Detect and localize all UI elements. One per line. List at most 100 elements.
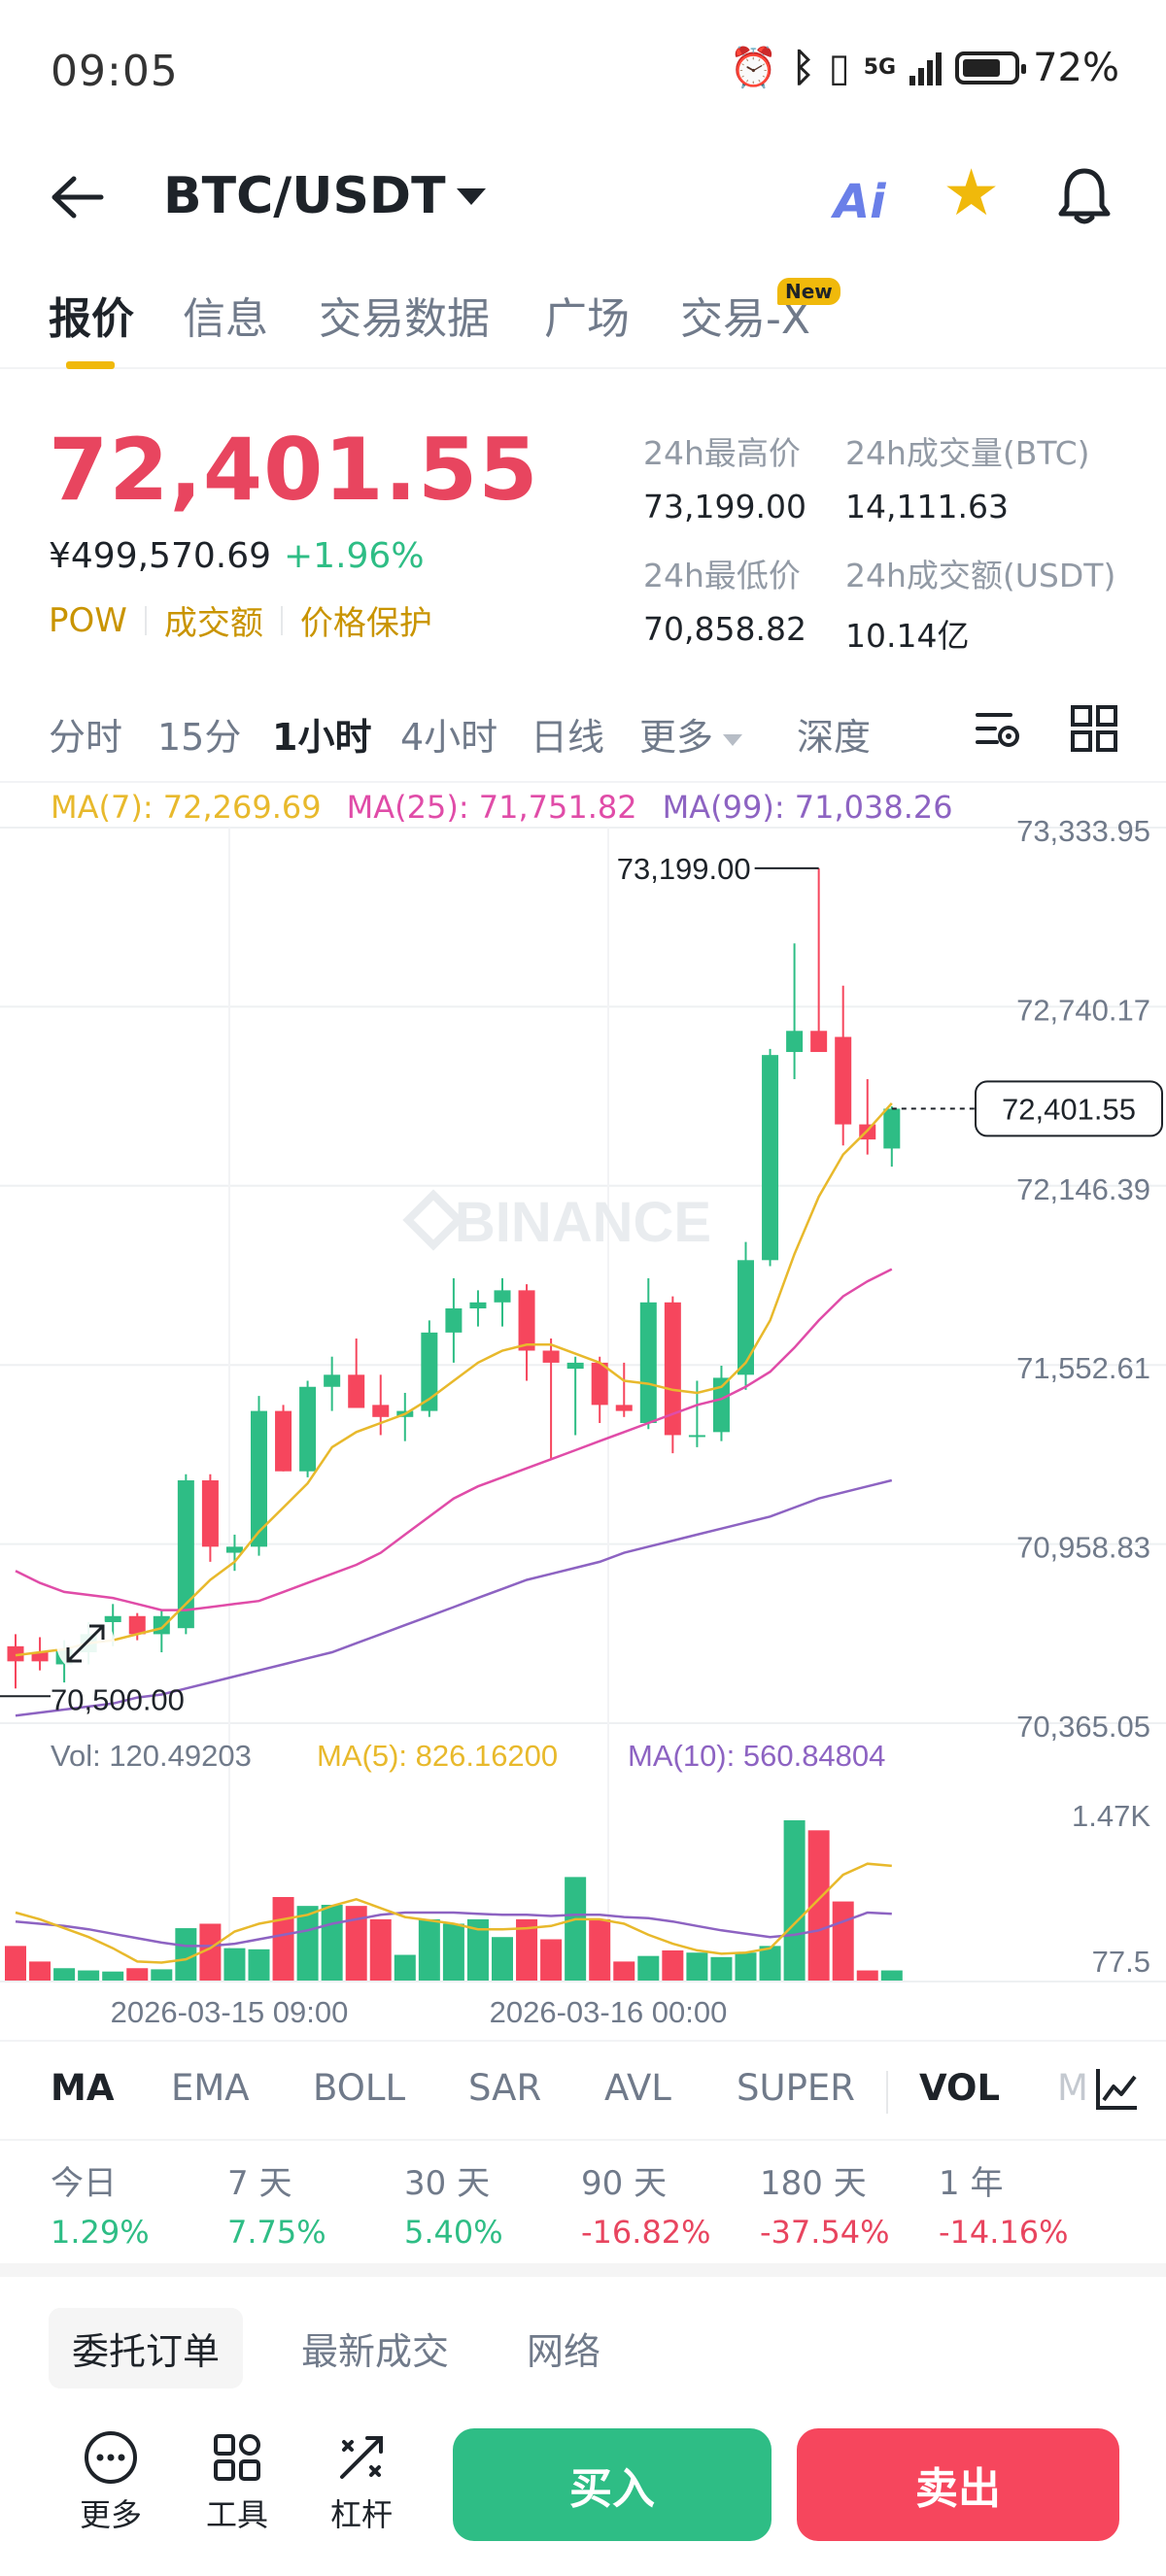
indicator-settings-icon[interactable] <box>1094 2065 1141 2112</box>
indicator-super[interactable]: SUPER <box>737 2067 855 2109</box>
price-cny: ¥499,570.69 <box>49 536 272 576</box>
indicator-macd[interactable]: M <box>1057 2067 1088 2109</box>
y-axis-label: 70,958.83 <box>1016 1531 1150 1565</box>
volume-ma10-legend: MA(10): 560.84804 <box>628 1739 885 1773</box>
favorite-star-icon[interactable]: ★ <box>943 155 1001 230</box>
ma7-line <box>15 1102 893 1657</box>
indicator-vol[interactable]: VOL <box>919 2067 1001 2109</box>
tools-grid-icon <box>214 2434 260 2481</box>
tag-price-protection[interactable]: 价格保护 <box>299 604 432 643</box>
leverage-button[interactable]: 杠杆 <box>313 2428 410 2535</box>
volume-ma10-line <box>15 1911 892 1948</box>
indicator-ema[interactable]: EMA <box>171 2067 250 2109</box>
volume-bar <box>345 1906 367 1982</box>
volume-bar <box>759 1946 781 1982</box>
tab-open-orders[interactable]: 委托订单 <box>49 2308 244 2389</box>
ma99-legend: MA(99): 71,038.26 <box>662 789 953 826</box>
candle-body <box>835 1036 852 1125</box>
tab-network[interactable]: 网络 <box>527 2330 601 2373</box>
candle-body <box>883 1108 901 1149</box>
volume-bar <box>589 1918 611 1982</box>
indicator-ma[interactable]: MA <box>51 2067 115 2109</box>
volume-bar <box>151 1969 173 1982</box>
ma25-line <box>15 1268 893 1611</box>
y-axis-label: 73,333.95 <box>1016 814 1150 848</box>
indicator-tabs: MA EMA BOLL SAR AVL SUPER VOL M <box>0 2040 1166 2141</box>
tab-square[interactable]: 广场 <box>544 294 630 344</box>
volume-bar <box>637 1955 660 1982</box>
perf-label: 180 天 <box>760 2164 867 2203</box>
candle-body <box>153 1615 170 1635</box>
interval-time[interactable]: 分时 <box>49 716 123 759</box>
stat-value: 73,199.00 <box>643 488 806 525</box>
ai-assistant-icon[interactable]: Ai <box>834 175 886 229</box>
tag-turnover[interactable]: 成交额 <box>163 604 263 643</box>
candle-body <box>469 1302 487 1309</box>
network-label: 5G <box>863 55 897 80</box>
tab-quote[interactable]: 报价 <box>49 294 134 344</box>
volume-bar <box>102 1971 124 1982</box>
stat-value: 70,858.82 <box>643 610 806 648</box>
candle-body <box>786 1031 804 1053</box>
candle-body <box>615 1405 633 1411</box>
volume-axis-label: 1.47K <box>1072 1799 1150 1833</box>
low-annotation: 70,500.00 <box>51 1682 185 1716</box>
stat-value: 10.14亿 <box>845 617 970 655</box>
volume-bar <box>199 1923 222 1982</box>
bell-icon[interactable] <box>1055 165 1114 227</box>
volume-bar <box>5 1946 26 1982</box>
volume-ma5-legend: MA(5): 826.16200 <box>317 1739 558 1773</box>
tab-trading-data[interactable]: 交易数据 <box>319 294 490 344</box>
chevron-down-icon <box>723 733 743 746</box>
buy-button[interactable]: 买入 <box>453 2428 772 2541</box>
tag-pow[interactable]: POW <box>49 600 127 640</box>
layout-grid-icon[interactable] <box>1067 701 1121 756</box>
back-arrow-icon[interactable] <box>51 173 105 221</box>
interval-1d[interactable]: 日线 <box>531 716 605 759</box>
volume-bar <box>248 1949 270 1982</box>
tab-latest-trades[interactable]: 最新成交 <box>301 2330 450 2373</box>
main-tabs: 报价 信息 交易数据 广场 交易-X New <box>0 272 1166 369</box>
bluetooth-icon: ᛒ <box>791 45 815 90</box>
stat-24h-volume-usdt: 24h成交额(USDT) 10.14亿 <box>845 550 1115 657</box>
candle-body <box>810 1031 828 1053</box>
perf-label: 7 天 <box>227 2164 292 2203</box>
candle-body <box>566 1362 584 1370</box>
stat-24h-low: 24h最低价 70,858.82 <box>643 550 806 648</box>
volume-bar <box>296 1906 319 1982</box>
candle-body <box>225 1546 243 1553</box>
indicator-sar[interactable]: SAR <box>468 2067 542 2109</box>
price-tags: POW 成交额 价格保护 <box>49 596 432 644</box>
candle-body <box>664 1302 681 1436</box>
volume-bar <box>783 1820 806 1982</box>
ma-legend: MA(7): 72,269.69 MA(25): 71,751.82 MA(99… <box>51 789 953 826</box>
perf-1y: 1 年 -14.16% <box>939 2156 1069 2251</box>
candlestick-chart[interactable]: 73,333.95 72,740.17 72,146.39 71,552.61 70,9… <box>0 787 1166 2040</box>
interval-4h[interactable]: 4小时 <box>400 716 498 759</box>
tools-button[interactable]: 工具 <box>189 2428 286 2535</box>
more-button[interactable]: 更多 <box>62 2428 159 2535</box>
watermark-label: BINANCE <box>455 1191 711 1254</box>
indicator-boll[interactable]: BOLL <box>313 2067 406 2109</box>
candle-body <box>31 1652 49 1662</box>
volume-bar <box>78 1970 100 1982</box>
candle-body <box>251 1410 267 1547</box>
interval-more[interactable]: 更多 <box>639 707 743 761</box>
perf-today: 今日 1.29% <box>51 2156 150 2251</box>
sell-button[interactable]: 卖出 <box>797 2428 1119 2541</box>
tab-info[interactable]: 信息 <box>183 294 268 344</box>
new-badge: New <box>777 278 840 305</box>
pair-title[interactable]: BTC/USDT <box>163 167 446 225</box>
interval-1h[interactable]: 1小时 <box>272 716 372 759</box>
perf-label: 90 天 <box>581 2164 668 2203</box>
perf-label: 今日 <box>51 2164 117 2203</box>
chart-settings-icon[interactable] <box>972 701 1026 756</box>
interval-15m[interactable]: 15分 <box>157 716 242 759</box>
candle-body <box>348 1374 365 1408</box>
volume-bar <box>613 1961 635 1982</box>
interval-depth[interactable]: 深度 <box>797 716 872 759</box>
volume-axis-label: 77.5 <box>1092 1945 1150 1979</box>
candle-body <box>591 1362 608 1406</box>
pair-dropdown-icon[interactable] <box>457 188 486 205</box>
indicator-avl[interactable]: AVL <box>604 2067 671 2109</box>
